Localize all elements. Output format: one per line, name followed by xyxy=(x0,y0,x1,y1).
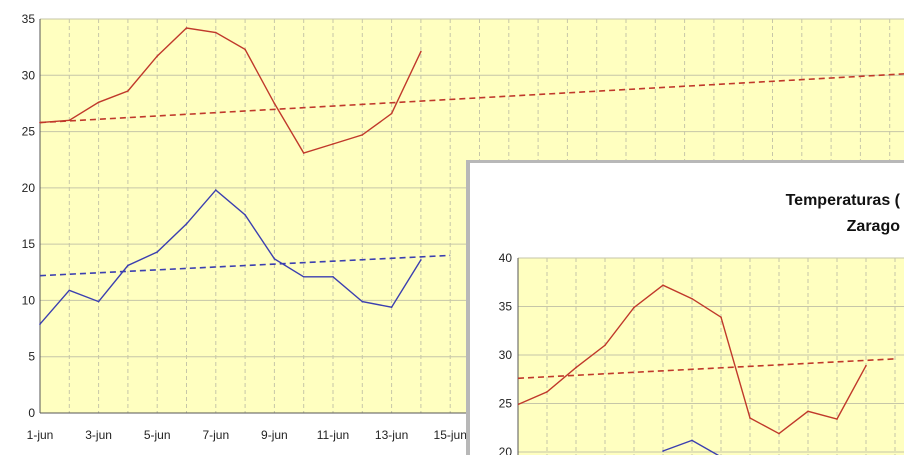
trend-line-2 xyxy=(39,73,904,124)
data-point xyxy=(361,300,364,303)
y-tick-label: 20 xyxy=(22,181,36,195)
data-point xyxy=(273,102,276,105)
overlay-series-group xyxy=(518,284,896,455)
data-point xyxy=(97,300,100,303)
data-point xyxy=(332,143,334,145)
data-point xyxy=(273,257,276,260)
overlay-trend-line-2 xyxy=(518,358,896,380)
overlay-y-tick-label: 20 xyxy=(499,445,513,455)
x-tick-label: 1-jun xyxy=(27,428,54,442)
overlay-data-point xyxy=(807,410,809,413)
overlay-data-point xyxy=(778,432,780,435)
y-tick-label: 15 xyxy=(22,237,36,251)
overlay-data-point xyxy=(604,344,606,347)
overlay-data-point xyxy=(720,316,722,318)
overlay-data-point xyxy=(749,417,751,419)
x-tick-label: 11-jun xyxy=(317,428,349,442)
data-point xyxy=(127,90,129,92)
overlay-chart: 20 25 30 35 40 Temperaturas ( Zarago xyxy=(466,160,904,455)
data-point xyxy=(185,223,188,225)
data-point xyxy=(215,189,217,191)
y-tick-label: 0 xyxy=(28,406,35,420)
overlay-y-tick-label: 25 xyxy=(499,397,513,411)
overlay-data-point xyxy=(662,450,664,452)
data-point xyxy=(420,259,422,261)
overlay-data-point xyxy=(836,418,838,420)
data-point xyxy=(127,264,129,267)
x-tick-label: 7-jun xyxy=(202,428,229,442)
data-point xyxy=(185,27,188,29)
data-point xyxy=(68,119,71,122)
y-tick-label: 35 xyxy=(22,12,36,26)
data-point xyxy=(420,50,422,53)
overlay-data-point xyxy=(691,297,693,300)
overlay-data-point xyxy=(518,403,519,406)
data-point xyxy=(244,48,246,51)
data-point xyxy=(156,55,158,57)
overlay-data-point xyxy=(691,439,693,442)
x-tick-label: 3-jun xyxy=(85,428,112,442)
overlay-title-line-2: Zarago xyxy=(847,218,901,235)
data-point xyxy=(332,275,334,278)
overlay-data-point xyxy=(662,284,664,286)
x-tick-label: 9-jun xyxy=(261,428,288,442)
overlay-plot-area xyxy=(518,258,904,455)
data-point xyxy=(390,306,393,308)
overlay-data-point xyxy=(575,366,577,369)
y-tick-label: 10 xyxy=(22,293,36,307)
y-tick-label: 30 xyxy=(22,68,36,82)
data-point xyxy=(68,289,71,292)
x-tick-label: 5-jun xyxy=(144,428,171,442)
overlay-y-tick-label: 35 xyxy=(499,300,513,314)
x-tick-label: 15-jun xyxy=(434,428,467,442)
overlay-title-line-1: Temperaturas ( xyxy=(786,192,901,209)
overlay-y-tick-label: 40 xyxy=(499,251,513,265)
data-point xyxy=(156,251,158,253)
data-point xyxy=(390,112,393,115)
overlay-data-point xyxy=(865,364,867,367)
series-line-0 xyxy=(39,27,422,154)
overlay-y-tick-label: 30 xyxy=(499,348,513,362)
data-point xyxy=(97,101,100,104)
data-point xyxy=(302,275,305,278)
x-tick-label: 13-jun xyxy=(375,428,408,442)
data-point xyxy=(244,214,246,216)
data-point xyxy=(302,152,305,154)
y-tick-label: 5 xyxy=(28,350,35,364)
y-tick-label: 25 xyxy=(22,125,36,139)
overlay-data-point xyxy=(633,306,635,309)
series-line-1 xyxy=(39,189,422,325)
data-point xyxy=(215,31,217,34)
trend-line-3 xyxy=(39,254,451,277)
data-point xyxy=(361,134,364,136)
overlay-data-point xyxy=(546,391,548,393)
data-point xyxy=(39,323,41,325)
